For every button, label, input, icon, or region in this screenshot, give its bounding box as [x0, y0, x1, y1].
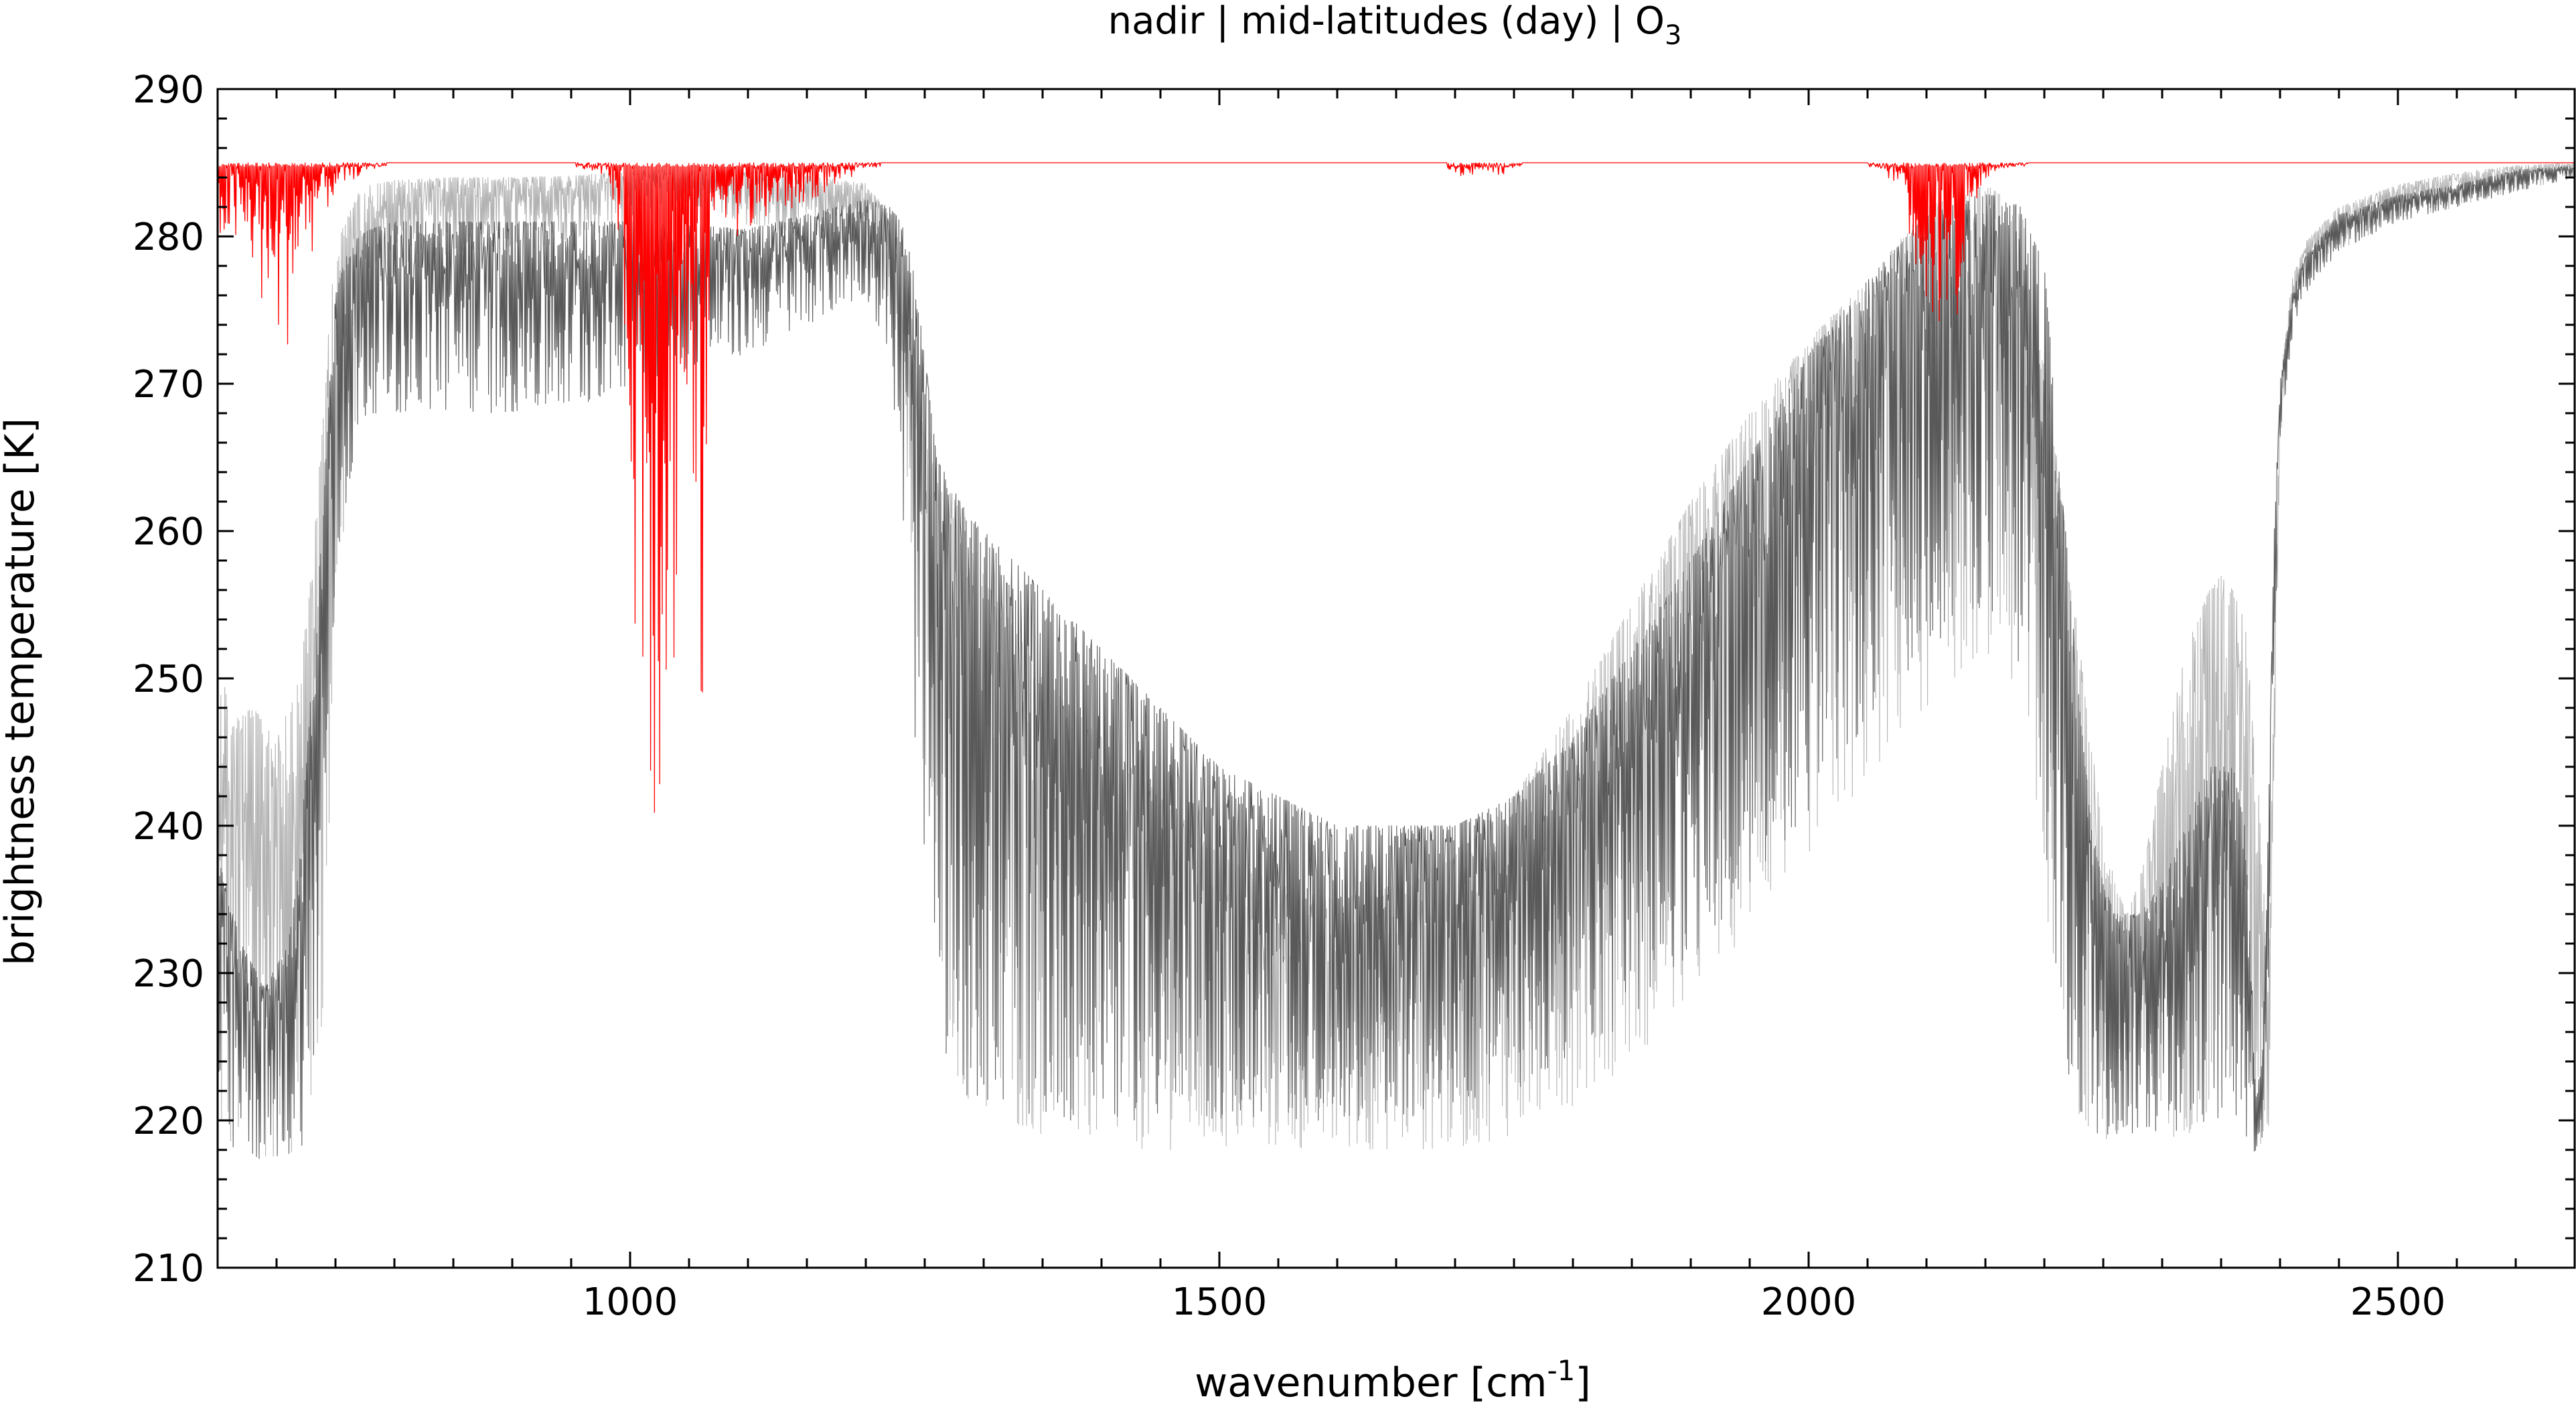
x-axis-title-superscript: -1: [1547, 1354, 1576, 1387]
series-layer: [217, 162, 2575, 1159]
y-tick-label: 270: [133, 363, 204, 406]
y-tick-label: 240: [133, 805, 204, 848]
y-tick-label: 290: [133, 68, 204, 112]
y-tick-label: 210: [133, 1247, 204, 1290]
chart-title-subscript: 3: [1665, 20, 1681, 51]
x-tick-label: 1000: [583, 1280, 678, 1324]
x-tick-label: 2500: [2350, 1280, 2446, 1324]
y-tick-label: 280: [133, 216, 204, 259]
chart-title: nadir | mid-latitudes (day) | O3: [1108, 0, 1682, 51]
x-tick-label: 1500: [1172, 1280, 1268, 1324]
y-tick-label: 230: [133, 952, 204, 996]
x-tick-label: 2000: [1761, 1280, 1857, 1324]
y-tick-label: 220: [133, 1100, 204, 1143]
x-axis-title: wavenumber [cm-1]: [1195, 1354, 1591, 1405]
plot-frame: [216, 88, 2576, 1269]
y-tick-label: 250: [133, 658, 204, 701]
axis-layer: 1000 1500 2000 2500 210 220 230 240 250 260 270 280…: [133, 68, 2576, 1324]
spectrum-series-2: [217, 165, 2575, 1159]
spectrum-series-3: [217, 162, 2575, 813]
y-tick-label: 260: [133, 510, 204, 554]
x-axis-title-suffix: ]: [1575, 1359, 1590, 1405]
y-axis-title: brightness temperature [K]: [0, 418, 44, 966]
